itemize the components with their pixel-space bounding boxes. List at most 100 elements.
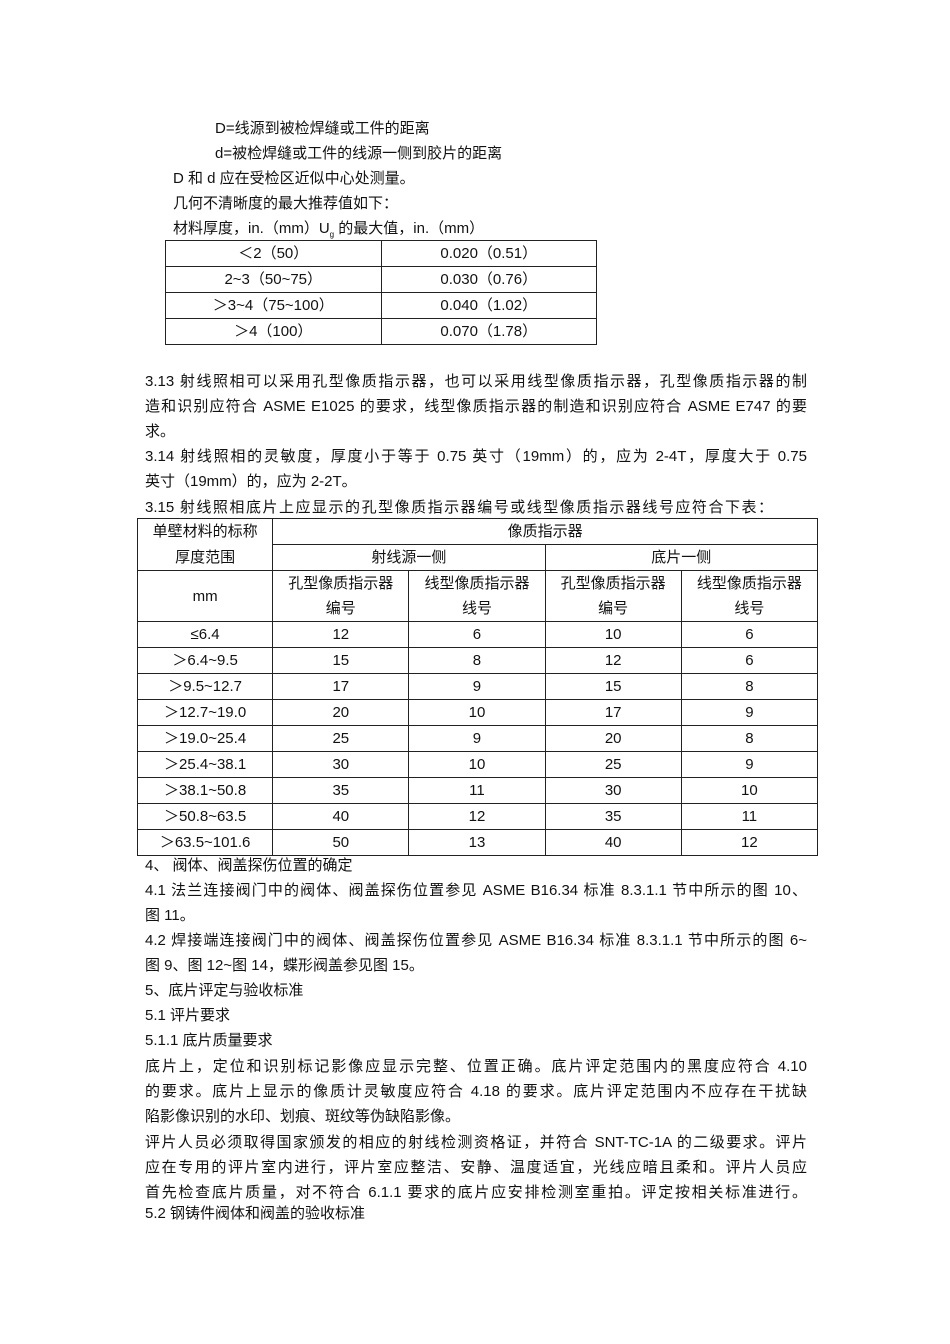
header-text: 编号 (598, 600, 629, 617)
film-wire-cell: 9 (680, 751, 819, 778)
film-wire-cell: 9 (680, 699, 819, 726)
table-row: ＞19.0~25.4 25 9 20 8 (136, 725, 819, 752)
heading-5-1: 5.1 评片要求 (145, 1007, 231, 1024)
thickness-cell: 2~3（50~75） (165, 266, 382, 293)
para-4-1-line: 图 11。 (145, 907, 195, 924)
film-para-line: 陷影像识别的水印、划痕、斑纹等伪缺陷影像。 (145, 1108, 461, 1125)
staff-para-line: 应在专用的评片室内进行，评片室应整洁、安静、温度适宜，光线应暗且柔和。评片人员应 (145, 1159, 807, 1176)
source-hole-cell: 50 (272, 829, 410, 856)
ug-max-cell: 0.040（1.02） (380, 292, 597, 319)
thickness-range-cell: ＞19.0~25.4 (136, 725, 274, 752)
film-wire-cell: 6 (680, 647, 819, 674)
thickness-range-cell: ＞63.5~101.6 (136, 829, 274, 856)
film-hole-cell: 20 (544, 725, 682, 752)
caption-subscript: g (329, 230, 335, 239)
table-row: ＞6.4~9.5 15 8 12 6 (136, 647, 819, 674)
thickness-range-cell: ＞9.5~12.7 (136, 673, 274, 700)
ug-max-cell: 0.030（0.76） (380, 266, 597, 293)
film-hole-cell: 35 (544, 803, 682, 830)
header-text: 编号 (325, 600, 356, 617)
para-3-14-line: 英寸（19mm）的，应为 2-2T。 (145, 473, 357, 490)
header-thickness-2: 厚度范围 (136, 544, 274, 571)
source-wire-cell: 12 (408, 803, 546, 830)
header-unit: mm (136, 570, 274, 622)
thickness-range-cell: ≤6.4 (136, 621, 274, 648)
header-text: 线型像质指示器 (696, 575, 802, 592)
table-row: ＞4（100） 0.070（1.78） (165, 318, 597, 345)
header-text: 线号 (734, 600, 765, 617)
film-hole-cell: 40 (544, 829, 682, 856)
header-text: 孔型像质指示器 (560, 575, 666, 592)
table-row: 2~3（50~75） 0.030（0.76） (165, 266, 597, 293)
source-wire-cell: 9 (408, 673, 546, 700)
thickness-range-cell: ＞50.8~63.5 (136, 803, 274, 830)
heading-5-1-1: 5.1.1 底片质量要求 (145, 1032, 273, 1049)
table-row: ＞3~4（75~100） 0.040（1.02） (165, 292, 597, 319)
header-row: 厚度范围 射线源一侧 底片一侧 (136, 544, 819, 571)
caption-part-a: 材料厚度，in.（mm）U (173, 220, 330, 237)
ug-table-caption: 材料厚度，in.（mm）Ug 的最大值，in.（mm） (173, 216, 484, 241)
header-iqi: 像质指示器 (272, 518, 818, 545)
para-4-2-line: 4.2 焊接端连接阀门中的阀体、阀盖探伤位置参见 ASME B16.34 标准 … (145, 932, 807, 949)
heading-5-2: 5.2 钢铸件阀体和阀盖的验收标准 (145, 1205, 366, 1222)
header-hole-film: 孔型像质指示器 编号 (544, 570, 682, 622)
thickness-cell: ＜2（50） (165, 240, 382, 267)
film-hole-cell: 25 (544, 751, 682, 778)
thickness-cell: ＞4（100） (165, 318, 382, 345)
source-wire-cell: 6 (408, 621, 546, 648)
definition-D: D=线源到被检焊缝或工件的距离 (215, 120, 430, 137)
film-wire-cell: 8 (680, 673, 819, 700)
source-wire-cell: 9 (408, 725, 546, 752)
para-4-1-line: 4.1 法兰连接阀门中的阀体、阀盖探伤位置参见 ASME B16.34 标准 8… (145, 882, 807, 899)
source-hole-cell: 25 (272, 725, 410, 752)
ug-max-cell: 0.070（1.78） (380, 318, 597, 345)
section-4-heading: 4、 阀体、阀盖探伤位置的确定 (145, 857, 353, 874)
table-row: ＞9.5~12.7 17 9 15 8 (136, 673, 819, 700)
para-3-14-line: 3.14 射线照相的灵敏度，厚度小于等于 0.75 英寸（19mm）的，应为 2… (145, 448, 807, 465)
film-hole-cell: 15 (544, 673, 682, 700)
header-source-side: 射线源一侧 (272, 544, 546, 571)
source-hole-cell: 40 (272, 803, 410, 830)
film-hole-cell: 17 (544, 699, 682, 726)
film-wire-cell: 11 (680, 803, 819, 830)
para-3-15: 3.15 射线照相底片上应显示的孔型像质指示器编号或线型像质指示器线号应符合下表… (145, 499, 773, 516)
header-text: 线号 (461, 600, 492, 617)
para-3-13-line: 造和识别应符合 ASME E1025 的要求，线型像质指示器的制造和识别应符合 … (145, 398, 807, 415)
source-hole-cell: 20 (272, 699, 410, 726)
para-3-13-line: 求。 (145, 423, 176, 440)
film-wire-cell: 10 (680, 777, 819, 804)
section-5-heading: 5、底片评定与验收标准 (145, 982, 304, 999)
table-row: ＞50.8~63.5 40 12 35 11 (136, 803, 819, 830)
source-hole-cell: 15 (272, 647, 410, 674)
source-wire-cell: 11 (408, 777, 546, 804)
source-hole-cell: 35 (272, 777, 410, 804)
source-wire-cell: 13 (408, 829, 546, 856)
table-row: ＞63.5~101.6 50 13 40 12 (136, 829, 819, 856)
source-wire-cell: 8 (408, 647, 546, 674)
header-wire-source: 线型像质指示器 线号 (408, 570, 546, 622)
header-hole-source: 孔型像质指示器 编号 (272, 570, 410, 622)
film-para-line: 的要求。底片上显示的像质计灵敏度应符合 4.18 的要求。底片评定范围内不应存在… (145, 1083, 807, 1100)
thickness-cell: ＞3~4（75~100） (165, 292, 382, 319)
source-wire-cell: 10 (408, 751, 546, 778)
iqi-table: 单壁材料的标称 像质指示器 厚度范围 射线源一侧 底片一侧 mm 孔型像质指示器… (136, 518, 819, 856)
film-hole-cell: 12 (544, 647, 682, 674)
ug-max-table: ＜2（50） 0.020（0.51） 2~3（50~75） 0.030（0.76） ＞3… (165, 240, 597, 345)
staff-para-line: 首先检查底片质量，对不符合 6.1.1 要求的底片应安排检测室重拍。评定按相关标… (145, 1184, 807, 1201)
header-film-side: 底片一侧 (544, 544, 819, 571)
source-wire-cell: 10 (408, 699, 546, 726)
table-row: ＞25.4~38.1 30 10 25 9 (136, 751, 819, 778)
thickness-range-cell: ＞6.4~9.5 (136, 647, 274, 674)
thickness-range-cell: ＞12.7~19.0 (136, 699, 274, 726)
ug-max-cell: 0.020（0.51） (380, 240, 597, 267)
header-text: 线型像质指示器 (424, 575, 530, 592)
staff-para-line: 评片人员必须取得国家颁发的相应的射线检测资格证，并符合 SNT-TC-1A 的二… (145, 1134, 807, 1151)
table-row: ≤6.4 12 6 10 6 (136, 621, 819, 648)
caption-part-b: 的最大值，in.（mm） (338, 220, 485, 237)
table-row: ＞12.7~19.0 20 10 17 9 (136, 699, 819, 726)
geometric-unsharpness-note: 几何不清晰度的最大推荐值如下： (173, 195, 399, 212)
table-row: ＞38.1~50.8 35 11 30 10 (136, 777, 819, 804)
header-row: mm 孔型像质指示器 编号 线型像质指示器 线号 孔型像质指示器 编号 线型像质指示器… (136, 570, 819, 622)
measure-note: D 和 d 应在受检区近似中心处测量。 (173, 170, 415, 187)
film-para-line: 底片上，定位和识别标记影像应显示完整、位置正确。底片评定范围内的黑度应符合 4.… (145, 1058, 807, 1075)
